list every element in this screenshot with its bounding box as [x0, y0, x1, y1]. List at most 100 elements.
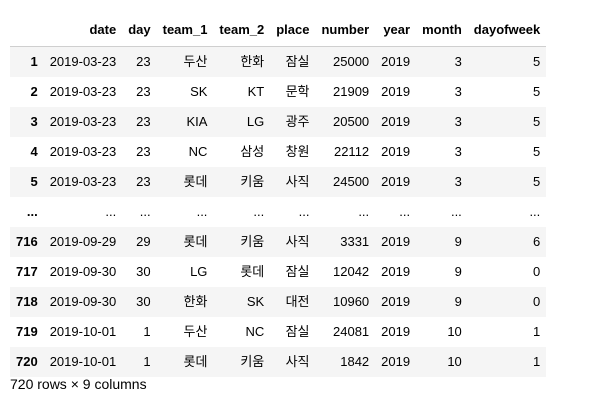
cell-month: ... — [450, 204, 462, 219]
cell-day: 30 — [136, 264, 151, 279]
dataframe-table: date day team_1 team_2 place number year… — [10, 14, 547, 377]
cell-number: 24081 — [333, 324, 370, 339]
cell-dayofweek: 0 — [533, 294, 541, 309]
cell-date: 2019-03-23 — [49, 174, 117, 189]
column-header-team-2: team_2 — [213, 14, 271, 47]
cell-month: 3 — [454, 114, 462, 129]
row-index: 716 — [16, 234, 38, 249]
cell-dayofweek: 5 — [533, 54, 541, 69]
cell-place: 사직 — [285, 354, 310, 369]
cell-team-1: 롯데 — [183, 234, 208, 249]
cell-date: 2019-09-29 — [49, 234, 117, 249]
cell-date: 2019-03-23 — [49, 144, 117, 159]
cell-date: ... — [105, 204, 117, 219]
cell-month: 10 — [447, 354, 462, 369]
cell-number: 1842 — [340, 354, 370, 369]
cell-month: 3 — [454, 144, 462, 159]
cell-team-2: NC — [245, 324, 265, 339]
cell-day: 1 — [143, 354, 151, 369]
cell-day: 1 — [143, 324, 151, 339]
cell-date: 2019-10-01 — [49, 354, 117, 369]
cell-year: 2019 — [381, 324, 411, 339]
cell-date: 2019-03-23 — [49, 84, 117, 99]
cell-day: 23 — [136, 174, 151, 189]
cell-day: 23 — [136, 144, 151, 159]
cell-dayofweek: 5 — [533, 84, 541, 99]
cell-date: 2019-03-23 — [49, 54, 117, 69]
cell-dayofweek: 1 — [533, 354, 541, 369]
column-header-dayofweek: dayofweek — [467, 14, 547, 47]
cell-dayofweek: 5 — [533, 114, 541, 129]
cell-team-2: 키움 — [240, 354, 265, 369]
cell-month: 3 — [454, 174, 462, 189]
cell-number: 22112 — [333, 144, 370, 159]
cell-place: 사직 — [285, 174, 310, 189]
cell-date: 2019-10-01 — [49, 324, 117, 339]
cell-team-2: KT — [247, 84, 265, 99]
cell-dayofweek: 5 — [533, 174, 541, 189]
cell-team-1: 한화 — [183, 294, 208, 309]
cell-team-1: KIA — [186, 114, 208, 129]
cell-month: 3 — [454, 84, 462, 99]
cell-year: 2019 — [381, 174, 411, 189]
cell-year: 2019 — [381, 264, 411, 279]
cell-team-1: 롯데 — [183, 174, 208, 189]
cell-dayofweek: ... — [529, 204, 541, 219]
cell-team-2: 키움 — [240, 174, 265, 189]
cell-team-2: ... — [253, 204, 265, 219]
cell-place: 광주 — [285, 114, 310, 129]
table-row: 720 2019-10-01 1 롯데 키움 사직 1842 2019 10 1 — [10, 347, 547, 377]
column-header-number: number — [315, 14, 376, 47]
cell-team-1: 롯데 — [183, 354, 208, 369]
row-index: 719 — [16, 324, 38, 339]
cell-year: 2019 — [381, 84, 411, 99]
cell-number: ... — [358, 204, 370, 219]
column-header-place: place — [270, 14, 316, 47]
dataframe-output: date day team_1 team_2 place number year… — [10, 14, 547, 377]
row-index: 1 — [30, 54, 38, 69]
cell-date: 2019-09-30 — [49, 264, 117, 279]
cell-team-2: 키움 — [240, 234, 265, 249]
table-row: 5 2019-03-23 23 롯데 키움 사직 24500 2019 3 5 — [10, 167, 547, 197]
cell-team-1: 두산 — [183, 324, 208, 339]
cell-date: 2019-03-23 — [49, 114, 117, 129]
cell-date: 2019-09-30 — [49, 294, 117, 309]
cell-number: 24500 — [333, 174, 370, 189]
cell-team-2: 한화 — [240, 54, 265, 69]
cell-team-2: LG — [246, 114, 265, 129]
cell-month: 9 — [454, 264, 462, 279]
header-row: date day team_1 team_2 place number year… — [10, 14, 547, 47]
cell-year: 2019 — [381, 234, 411, 249]
cell-dayofweek: 1 — [533, 324, 541, 339]
row-index: 720 — [16, 354, 38, 369]
cell-year: 2019 — [381, 114, 411, 129]
cell-team-1: LG — [190, 264, 208, 279]
cell-place: 잠실 — [285, 264, 310, 279]
cell-team-1: NC — [188, 144, 208, 159]
cell-team-1: 두산 — [183, 54, 208, 69]
row-index: 2 — [30, 84, 38, 99]
cell-place: 문학 — [285, 84, 310, 99]
column-header-year: year — [375, 14, 417, 47]
row-index: 3 — [30, 114, 38, 129]
cell-day: 23 — [136, 84, 151, 99]
cell-number: 25000 — [333, 54, 370, 69]
table-row: 2 2019-03-23 23 SK KT 문학 21909 2019 3 5 — [10, 77, 547, 107]
column-header-month: month — [416, 14, 468, 47]
cell-day: 29 — [136, 234, 151, 249]
cell-month: 9 — [454, 294, 462, 309]
row-index: 4 — [30, 144, 38, 159]
cell-team-2: SK — [246, 294, 265, 309]
cell-place: 사직 — [285, 234, 310, 249]
cell-place: ... — [298, 204, 310, 219]
cell-day: 23 — [136, 54, 151, 69]
table-shape-summary: 720 rows × 9 columns — [10, 376, 147, 392]
cell-dayofweek: 0 — [533, 264, 541, 279]
table-row: 3 2019-03-23 23 KIA LG 광주 20500 2019 3 5 — [10, 107, 547, 137]
cell-team-1: ... — [196, 204, 208, 219]
cell-number: 20500 — [333, 114, 370, 129]
column-header-day: day — [122, 14, 157, 47]
cell-dayofweek: 6 — [533, 234, 541, 249]
table-row: 717 2019-09-30 30 LG 롯데 잠실 12042 2019 9 0 — [10, 257, 547, 287]
table-row: 716 2019-09-29 29 롯데 키움 사직 3331 2019 9 6 — [10, 227, 547, 257]
